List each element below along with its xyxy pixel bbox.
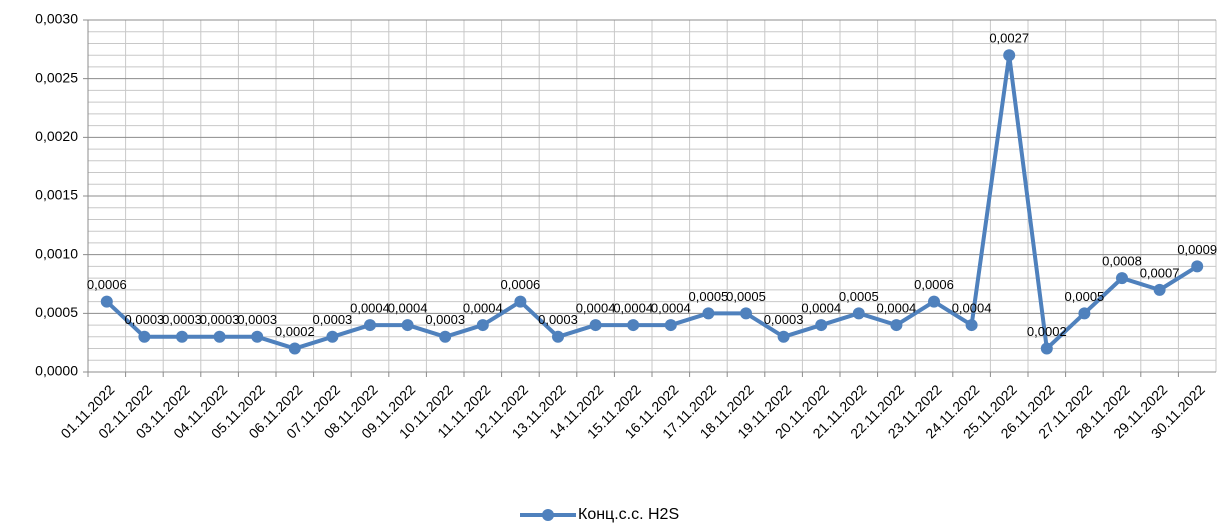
series-line (105, 53, 1199, 351)
marker (288, 342, 301, 355)
y-tick-label: 0,0025 (35, 69, 78, 85)
marker (401, 319, 414, 332)
marker (176, 330, 188, 343)
data-label: 0,0004 (801, 301, 841, 316)
marker (852, 307, 865, 320)
marker (664, 319, 677, 332)
data-label: 0,0004 (613, 301, 653, 316)
marker (552, 330, 564, 343)
data-label: 0,0002 (1027, 324, 1067, 339)
y-tick-label: 0,0000 (35, 363, 78, 379)
y-tick-label: 0,0015 (35, 187, 78, 203)
marker (815, 319, 828, 332)
data-label: 0,0003 (764, 312, 804, 327)
data-label: 0,0003 (125, 312, 165, 327)
marker (1191, 260, 1204, 273)
data-label: 0,0003 (425, 312, 465, 327)
y-tick-label: 0,0030 (35, 11, 78, 27)
data-label: 0,0006 (87, 277, 127, 292)
data-label: 0,0003 (313, 312, 353, 327)
data-label: 0,0007 (1140, 265, 1180, 280)
data-label: 0,0003 (200, 312, 240, 327)
marker (251, 330, 264, 343)
data-label: 0,0005 (1065, 289, 1105, 304)
marker (740, 307, 752, 320)
data-label: 0,0003 (538, 312, 578, 327)
y-tick-label: 0,0010 (35, 245, 78, 261)
marker (213, 330, 226, 343)
data-label: 0,0005 (726, 289, 766, 304)
marker (1078, 307, 1091, 320)
data-label: 0,0006 (914, 277, 954, 292)
marker (1003, 49, 1016, 62)
marker (326, 330, 339, 343)
data-label: 0,0004 (952, 301, 992, 316)
y-tick-label: 0,0020 (35, 128, 78, 144)
legend-label: Конц.с.с. H2S (578, 506, 679, 523)
data-label: 0,0004 (877, 301, 917, 316)
data-label: 0,0005 (689, 289, 729, 304)
marker (1116, 272, 1128, 285)
marker (890, 319, 903, 332)
legend-marker (542, 509, 554, 521)
data-label: 0,0004 (388, 301, 428, 316)
y-tick-label: 0,0005 (35, 304, 78, 320)
data-label: 0,0003 (237, 312, 277, 327)
marker (627, 319, 640, 332)
data-label: 0,0008 (1102, 254, 1142, 269)
marker (928, 295, 940, 308)
marker (589, 319, 602, 332)
data-label: 0,0002 (275, 324, 315, 339)
marker (1040, 342, 1053, 355)
marker (965, 319, 978, 332)
data-label: 0,0004 (651, 301, 691, 316)
data-label: 0,0009 (1177, 242, 1217, 257)
marker (514, 295, 527, 308)
marker (364, 319, 376, 332)
marker (138, 330, 151, 343)
marker (1153, 283, 1166, 296)
marker (476, 319, 489, 332)
marker (100, 295, 113, 308)
marker (439, 330, 452, 343)
data-label: 0,0004 (576, 301, 616, 316)
data-label: 0,0004 (350, 301, 390, 316)
data-label: 0,0003 (162, 312, 202, 327)
data-label: 0,0005 (839, 289, 879, 304)
data-label: 0,0006 (501, 277, 541, 292)
marker (702, 307, 715, 320)
data-label: 0,0027 (989, 31, 1029, 46)
data-label: 0,0004 (463, 301, 503, 316)
marker (777, 330, 790, 343)
